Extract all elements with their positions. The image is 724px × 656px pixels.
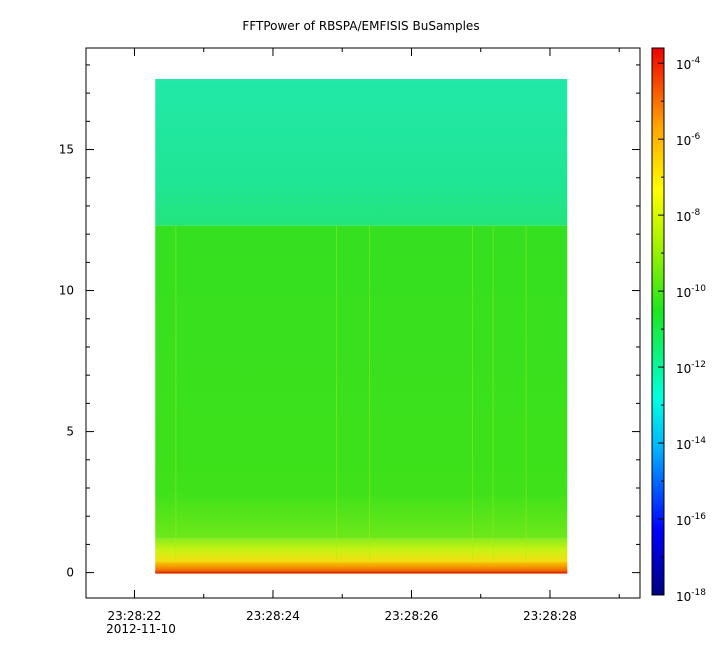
- x-tick-label: 23:28:28: [523, 609, 577, 623]
- x-tick-label: 23:28:26: [385, 609, 439, 623]
- plot-frame: [85, 47, 641, 599]
- colorbar-tick-label: 10-12: [676, 360, 706, 376]
- colorbar-tick-label: 10-10: [676, 284, 706, 300]
- y-tick-label: 15: [59, 143, 74, 157]
- spectrogram-band: [155, 79, 568, 226]
- colorbar-tick-label: 10-6: [676, 132, 701, 148]
- x-date-label: 2012-11-10: [106, 622, 176, 636]
- y-tick-label: 5: [66, 425, 74, 439]
- x-tick-label: 23:28:22: [108, 609, 162, 623]
- chart-title: FFTPower of RBSPA/EMFISIS BuSamples: [242, 19, 479, 33]
- spectrogram-bands: [155, 79, 568, 574]
- spectrogram-band: [155, 538, 568, 562]
- plot-area: [155, 79, 568, 574]
- colorbar: [651, 47, 665, 596]
- spectrogram-band: [155, 225, 568, 539]
- y-tick-label: 0: [66, 566, 74, 580]
- x-tick-label: 23:28:24: [246, 609, 300, 623]
- colorbar-tick-label: 10-16: [676, 512, 706, 528]
- y-axis: 0 5 10 15: [59, 64, 640, 580]
- colorbar-tick-label: 10-18: [676, 588, 706, 604]
- y-tick-label: 10: [59, 284, 74, 298]
- colorbar-tick-label: 10-14: [676, 436, 706, 452]
- spectrogram-band: [155, 561, 568, 573]
- colorbar-axis: 10-4 10-6 10-8 10-10 10-12 10-14 10-16 10-18: [658, 56, 706, 604]
- colorbar-tick-label: 10-8: [676, 208, 701, 224]
- x-axis: 23:28:22 23:28:24 23:28:26 23:28:28: [108, 48, 620, 623]
- colorbar-tick-label: 10-4: [676, 56, 701, 72]
